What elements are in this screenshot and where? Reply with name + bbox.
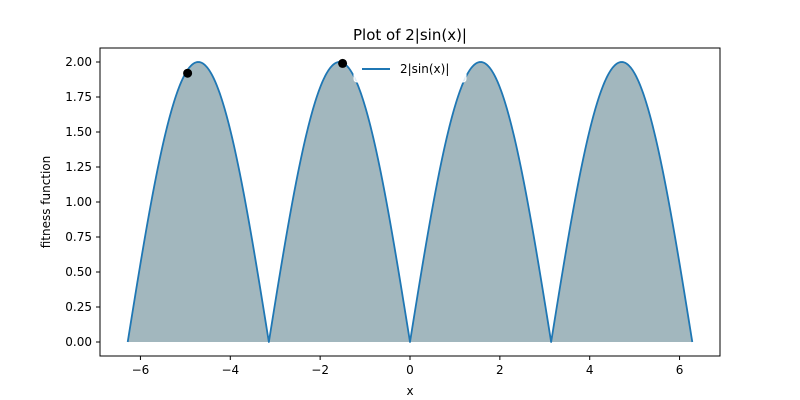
y-tick-label: 1.25 <box>65 160 92 174</box>
x-tick-label: 2 <box>496 363 504 377</box>
y-tick-label: 0.75 <box>65 230 92 244</box>
y-tick-label: 1.00 <box>65 195 92 209</box>
legend-label: 2|sin(x)| <box>400 62 449 76</box>
labels-layer: Plot of 2|sin(x)| x fitness function <box>39 26 467 398</box>
x-tick-label: −4 <box>221 363 239 377</box>
area-fill <box>127 62 693 342</box>
scatter-point <box>338 58 348 68</box>
series-line-layer <box>126 61 694 343</box>
legend: 2|sin(x)| <box>353 55 467 83</box>
x-tick-label: −2 <box>311 363 329 377</box>
y-tick-label: 1.50 <box>65 125 92 139</box>
y-tick-label: 0.50 <box>65 265 92 279</box>
y-tick-label: 2.00 <box>65 55 92 69</box>
x-tick-label: −6 <box>132 363 150 377</box>
y-axis-label: fitness function <box>39 156 53 249</box>
chart-title: Plot of 2|sin(x)| <box>353 26 467 44</box>
legend-box <box>353 55 467 83</box>
series-line <box>126 61 694 343</box>
scatter-point <box>183 68 193 78</box>
x-tick-label: 6 <box>676 363 684 377</box>
y-tick-label: 1.75 <box>65 90 92 104</box>
x-tick-label: 4 <box>586 363 594 377</box>
y-tick-label: 0.25 <box>65 300 92 314</box>
x-axis-label: x <box>406 384 413 398</box>
ticks-layer: −6 −4 −2 0 2 4 6 0.00 0.25 0.50 0.75 1.00 1.25 1.50 1.… <box>65 55 683 377</box>
area-fill-layer <box>127 62 693 342</box>
points-layer <box>183 58 348 78</box>
x-tick-label: 0 <box>406 363 414 377</box>
y-tick-label: 0.00 <box>65 335 92 349</box>
